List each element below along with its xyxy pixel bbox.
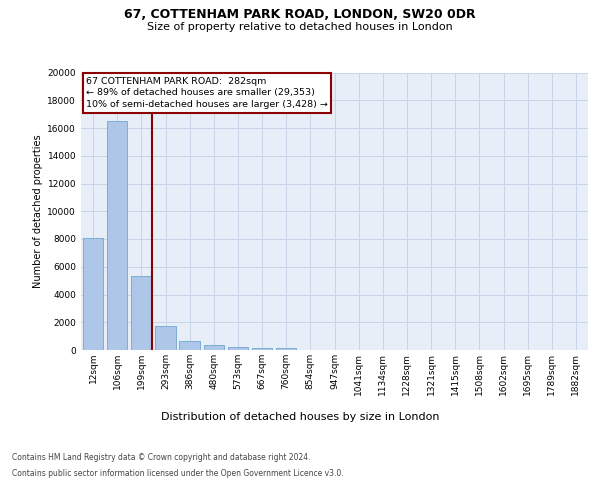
Text: Contains HM Land Registry data © Crown copyright and database right 2024.: Contains HM Land Registry data © Crown c… xyxy=(12,454,311,462)
Text: Contains public sector information licensed under the Open Government Licence v3: Contains public sector information licen… xyxy=(12,468,344,477)
Bar xyxy=(203,345,224,350)
Bar xyxy=(227,347,248,350)
Bar xyxy=(131,276,152,350)
Bar xyxy=(107,121,127,350)
Text: 67, COTTENHAM PARK ROAD, LONDON, SW20 0DR: 67, COTTENHAM PARK ROAD, LONDON, SW20 0D… xyxy=(124,8,476,20)
Bar xyxy=(252,348,272,350)
Bar xyxy=(83,238,103,350)
Bar xyxy=(155,326,176,350)
Bar xyxy=(276,348,296,350)
Y-axis label: Number of detached properties: Number of detached properties xyxy=(33,134,43,288)
Bar xyxy=(179,341,200,350)
Text: Size of property relative to detached houses in London: Size of property relative to detached ho… xyxy=(147,22,453,32)
Text: 67 COTTENHAM PARK ROAD:  282sqm
← 89% of detached houses are smaller (29,353)
10: 67 COTTENHAM PARK ROAD: 282sqm ← 89% of … xyxy=(86,76,328,110)
Text: Distribution of detached houses by size in London: Distribution of detached houses by size … xyxy=(161,412,439,422)
